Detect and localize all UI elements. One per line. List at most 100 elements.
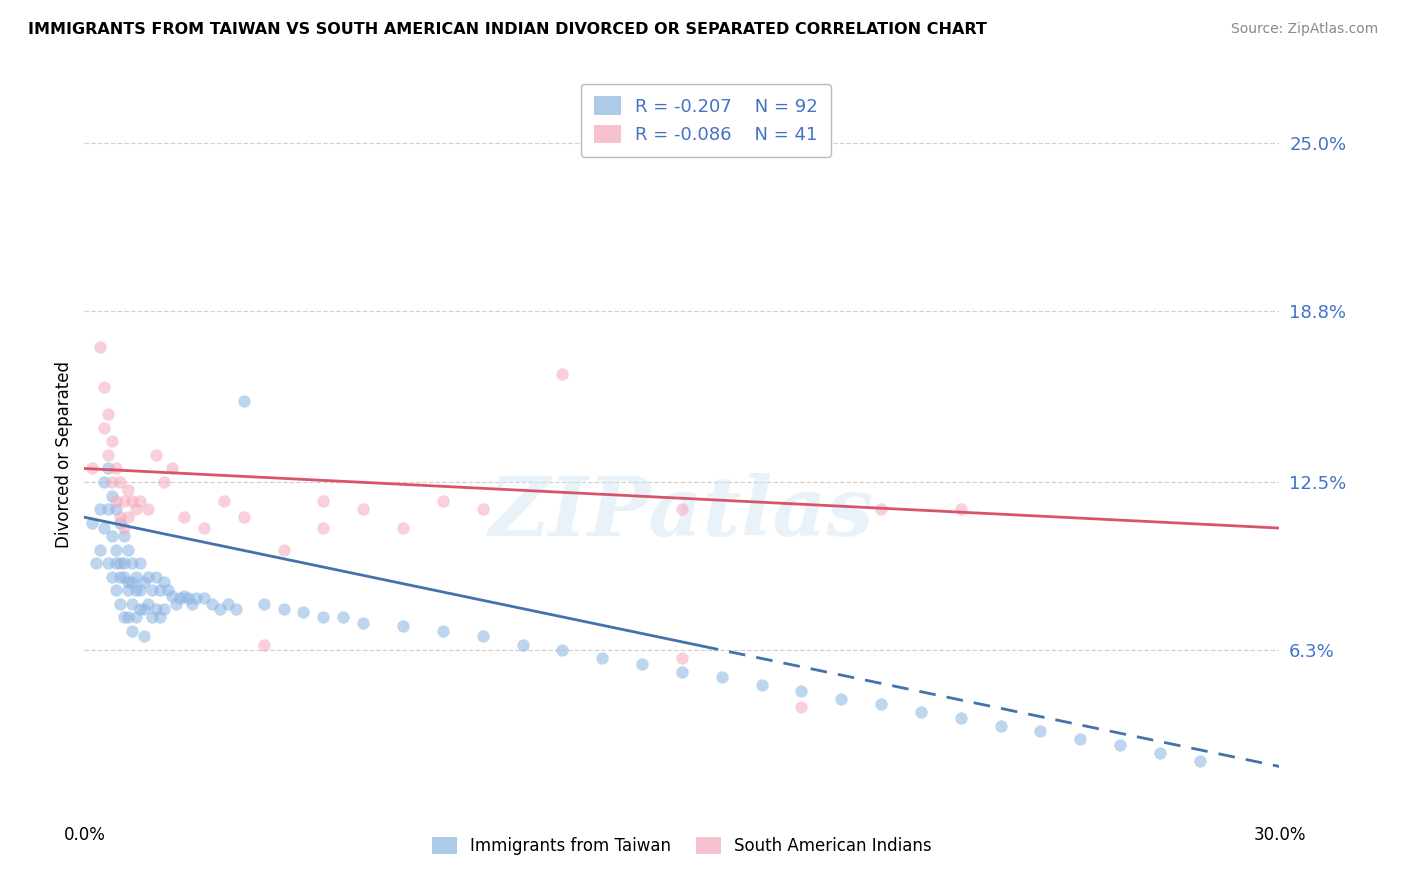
Point bbox=[117, 583, 139, 598]
Point bbox=[145, 570, 167, 584]
Point bbox=[910, 706, 932, 720]
Point bbox=[89, 542, 111, 557]
Text: IMMIGRANTS FROM TAIWAN VS SOUTH AMERICAN INDIAN DIVORCED OR SEPARATED CORRELATIO: IMMIGRANTS FROM TAIWAN VS SOUTH AMERICAN… bbox=[28, 22, 987, 37]
Point bbox=[86, 556, 108, 570]
Point bbox=[112, 494, 135, 508]
Point bbox=[141, 583, 163, 598]
Point bbox=[232, 510, 254, 524]
Point bbox=[101, 489, 124, 503]
Point bbox=[129, 494, 152, 508]
Point bbox=[121, 494, 143, 508]
Point bbox=[97, 448, 120, 462]
Point bbox=[949, 502, 972, 516]
Point bbox=[212, 494, 235, 508]
Point bbox=[89, 502, 111, 516]
Point bbox=[101, 529, 124, 543]
Point bbox=[112, 570, 135, 584]
Point bbox=[512, 638, 534, 652]
Point bbox=[312, 610, 335, 624]
Point bbox=[136, 502, 159, 516]
Point bbox=[173, 589, 195, 603]
Point bbox=[125, 502, 148, 516]
Point bbox=[870, 502, 893, 516]
Point bbox=[105, 502, 128, 516]
Point bbox=[591, 651, 613, 665]
Point bbox=[1149, 746, 1171, 760]
Point bbox=[82, 516, 104, 530]
Point bbox=[790, 699, 813, 714]
Point bbox=[101, 475, 124, 489]
Point bbox=[93, 380, 115, 394]
Point bbox=[110, 516, 132, 530]
Point bbox=[89, 340, 111, 354]
Point bbox=[110, 510, 132, 524]
Point bbox=[105, 461, 128, 475]
Point bbox=[173, 510, 195, 524]
Point bbox=[1029, 724, 1052, 739]
Point bbox=[253, 638, 276, 652]
Point bbox=[149, 610, 172, 624]
Point bbox=[110, 556, 132, 570]
Point bbox=[112, 521, 135, 535]
Point bbox=[160, 461, 183, 475]
Point bbox=[1069, 732, 1091, 747]
Point bbox=[551, 643, 574, 657]
Point bbox=[125, 610, 148, 624]
Point bbox=[352, 615, 374, 630]
Point bbox=[117, 610, 139, 624]
Point bbox=[352, 502, 374, 516]
Point bbox=[181, 597, 204, 611]
Point bbox=[177, 591, 200, 606]
Point bbox=[153, 475, 176, 489]
Point bbox=[121, 556, 143, 570]
Point bbox=[82, 461, 104, 475]
Point bbox=[232, 393, 254, 408]
Point bbox=[93, 475, 115, 489]
Point bbox=[157, 583, 180, 598]
Point bbox=[97, 502, 120, 516]
Point bbox=[184, 591, 207, 606]
Point bbox=[132, 602, 156, 616]
Point bbox=[110, 570, 132, 584]
Point bbox=[145, 448, 167, 462]
Point bbox=[312, 494, 335, 508]
Point bbox=[121, 624, 143, 638]
Point bbox=[990, 719, 1012, 733]
Point bbox=[125, 583, 148, 598]
Point bbox=[105, 556, 128, 570]
Point bbox=[105, 494, 128, 508]
Point bbox=[751, 678, 773, 692]
Point bbox=[101, 570, 124, 584]
Point bbox=[225, 602, 247, 616]
Point bbox=[273, 542, 295, 557]
Point bbox=[136, 570, 159, 584]
Point bbox=[110, 597, 132, 611]
Point bbox=[153, 575, 176, 590]
Y-axis label: Divorced or Separated: Divorced or Separated bbox=[55, 361, 73, 549]
Point bbox=[471, 502, 494, 516]
Point bbox=[671, 502, 693, 516]
Point bbox=[112, 529, 135, 543]
Point bbox=[117, 575, 139, 590]
Point bbox=[132, 575, 156, 590]
Point bbox=[392, 618, 415, 632]
Point bbox=[153, 602, 176, 616]
Point bbox=[132, 629, 156, 643]
Point bbox=[253, 597, 276, 611]
Legend: Immigrants from Taiwan, South American Indians: Immigrants from Taiwan, South American I… bbox=[423, 829, 941, 863]
Point bbox=[112, 610, 135, 624]
Point bbox=[551, 367, 574, 381]
Point bbox=[332, 610, 354, 624]
Point bbox=[93, 421, 115, 435]
Point bbox=[631, 657, 654, 671]
Point bbox=[432, 494, 454, 508]
Point bbox=[870, 697, 893, 711]
Point bbox=[208, 602, 231, 616]
Point bbox=[790, 683, 813, 698]
Point bbox=[201, 597, 224, 611]
Point bbox=[93, 521, 115, 535]
Point bbox=[129, 602, 152, 616]
Point bbox=[105, 542, 128, 557]
Point bbox=[97, 461, 120, 475]
Point bbox=[110, 475, 132, 489]
